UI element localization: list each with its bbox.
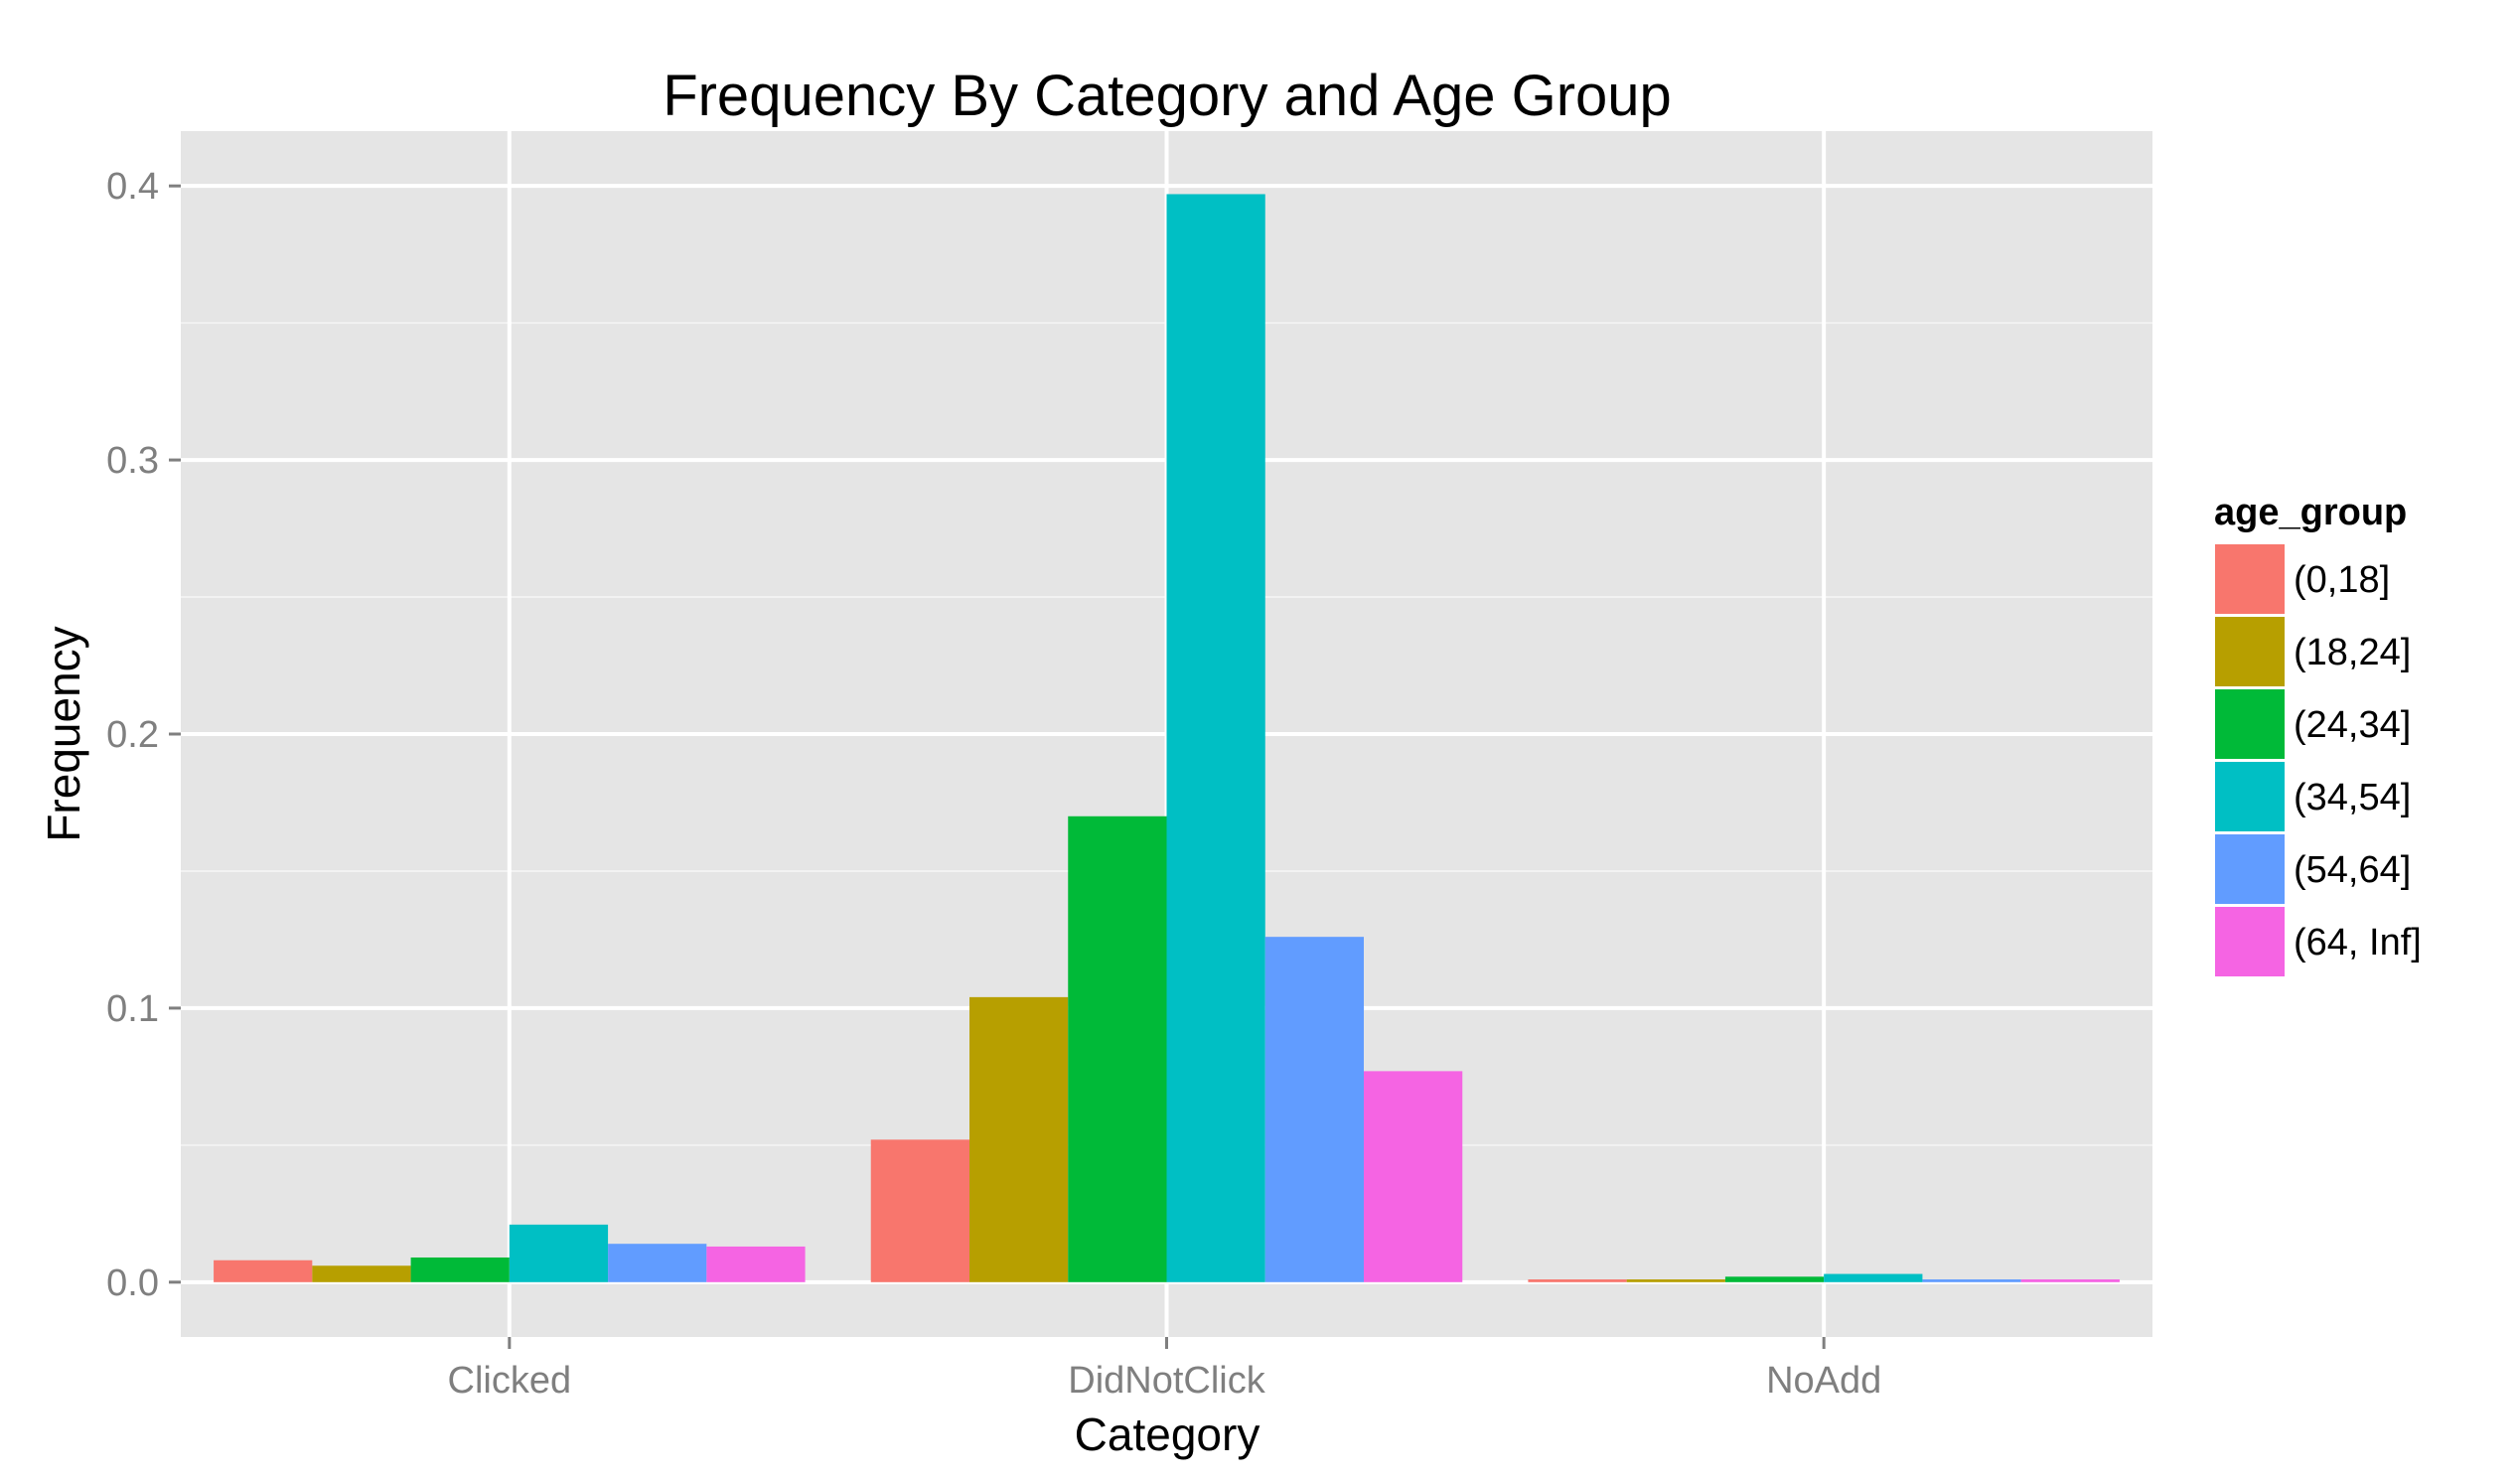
y-axis-title: Frequency (38, 626, 89, 841)
bar (1922, 1279, 2020, 1282)
legend-swatch (2214, 906, 2286, 977)
legend-label: (0,18] (2294, 559, 2390, 601)
legend-title: age_group (2214, 492, 2407, 533)
chart-title: Frequency By Category and Age Group (663, 64, 1672, 128)
x-axis-title: Category (1075, 1408, 1260, 1460)
bar (1167, 194, 1265, 1281)
y-tick-label: 0.3 (106, 440, 159, 482)
legend: age_group (0,18] (18,24] (24,34] (34,54] (54… (2214, 492, 2422, 977)
legend-label: (64, Inf] (2294, 922, 2422, 963)
legend-label: (24,34] (2294, 704, 2411, 746)
legend-swatch (2214, 543, 2286, 615)
bar (1265, 937, 1364, 1282)
legend-swatch (2214, 833, 2286, 905)
y-tick-label: 0.4 (106, 166, 159, 208)
y-tick-label: 0.2 (106, 714, 159, 756)
bar (1068, 816, 1166, 1282)
bar (214, 1260, 312, 1282)
legend-label: (54,64] (2294, 849, 2411, 891)
bar (2021, 1279, 2120, 1282)
legend-swatch (2214, 688, 2286, 760)
y-axis: 0.0 0.1 0.2 0.3 0.4 (106, 166, 181, 1304)
legend-label: (18,24] (2294, 632, 2411, 673)
legend-swatch (2214, 761, 2286, 832)
bar (510, 1225, 608, 1282)
x-tick-label: Clicked (448, 1360, 572, 1402)
bar (312, 1265, 410, 1282)
legend-swatch (2214, 616, 2286, 687)
bar (1528, 1279, 1626, 1282)
bar (706, 1247, 805, 1282)
y-tick-label: 0.1 (106, 988, 159, 1030)
y-tick-label: 0.0 (106, 1262, 159, 1304)
bar (1725, 1276, 1824, 1282)
bar (608, 1244, 706, 1282)
x-tick-label: DidNotClick (1068, 1360, 1265, 1402)
bar (871, 1139, 969, 1281)
bar (1364, 1071, 1462, 1281)
x-tick-label: NoAdd (1766, 1360, 1881, 1402)
bar (969, 997, 1068, 1282)
legend-items: (0,18] (18,24] (24,34] (34,54] (54,64] (64, I… (2214, 543, 2422, 977)
bar (1824, 1274, 1922, 1282)
bar (1627, 1279, 1725, 1282)
bar (411, 1258, 510, 1282)
legend-label: (34,54] (2294, 777, 2411, 818)
x-axis: Clicked DidNotClick NoAdd (448, 1337, 1882, 1402)
